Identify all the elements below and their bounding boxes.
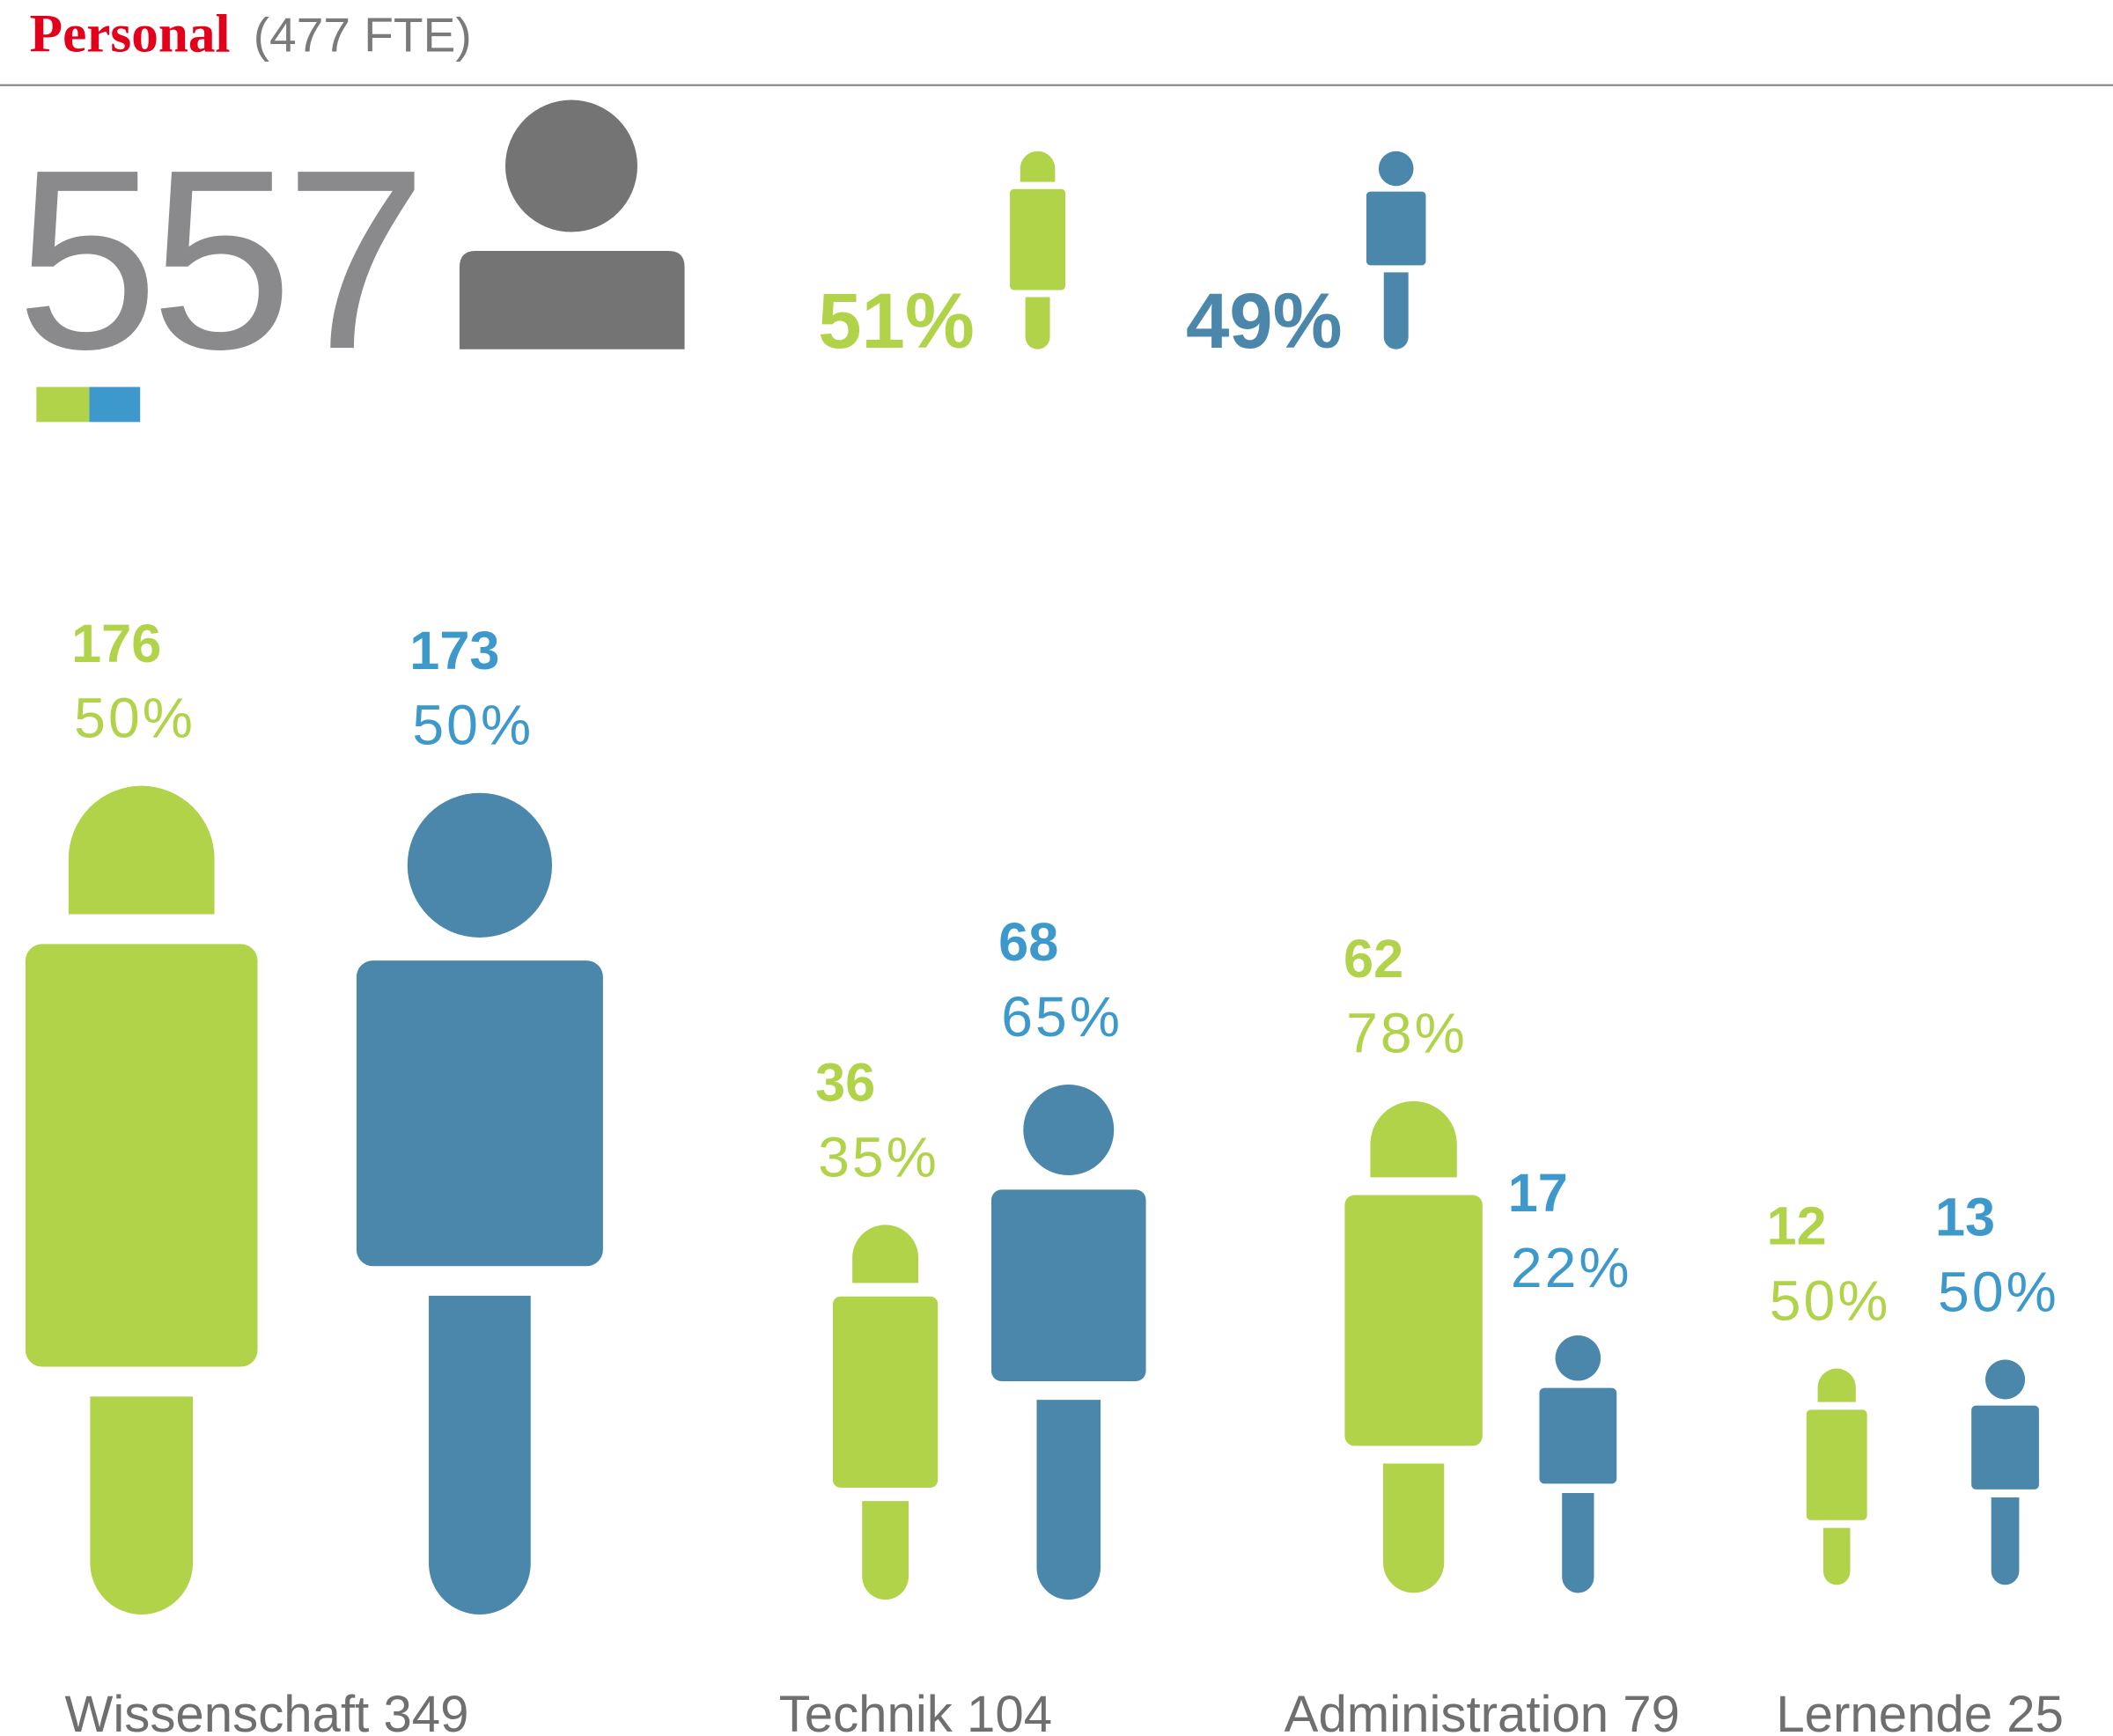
value-label: 12 xyxy=(1767,1196,1827,1256)
value-label: 62 xyxy=(1344,929,1403,989)
figure-head xyxy=(1370,1100,1457,1178)
chart-subtitle: (477 FTE) xyxy=(254,7,472,62)
figure-head xyxy=(1378,151,1414,187)
share-label: 49% xyxy=(1186,277,1343,364)
figure-legs xyxy=(1382,1463,1445,1593)
share-percent-label: 35% xyxy=(818,1125,939,1188)
figure-legs xyxy=(429,1295,531,1615)
chart-title: Personal xyxy=(30,4,231,63)
figure-torso xyxy=(25,944,258,1367)
value-label: 173 xyxy=(409,621,499,680)
figure-legs xyxy=(1383,272,1409,349)
figure-legs xyxy=(1036,1400,1101,1600)
share-percent-label: 50% xyxy=(1770,1269,1891,1332)
category-label: Lernende 25 xyxy=(1776,1686,2064,1736)
figure-torso xyxy=(833,1296,939,1488)
value-label: 36 xyxy=(815,1053,875,1113)
figure-torso xyxy=(1344,1195,1483,1446)
figure-torso xyxy=(1806,1409,1867,1520)
figure-head xyxy=(68,785,215,915)
value-label: 13 xyxy=(1935,1188,1995,1247)
figure-head xyxy=(1023,1085,1115,1175)
figure-torso xyxy=(1366,191,1426,266)
category-label: Wissenschaft 349 xyxy=(64,1686,468,1736)
figure-legs xyxy=(1562,1492,1594,1593)
value-label: 17 xyxy=(1508,1163,1568,1223)
figure-head xyxy=(1555,1335,1601,1381)
figure-torso xyxy=(991,1189,1146,1382)
share-percent-label: 65% xyxy=(1001,985,1123,1048)
figure-legs xyxy=(1822,1527,1851,1585)
share-label: 51% xyxy=(818,277,975,364)
figure-legs xyxy=(1991,1497,2020,1585)
share-percent-label: 22% xyxy=(1511,1236,1632,1299)
share-percent-label: 78% xyxy=(1346,1002,1468,1065)
figure-torso xyxy=(1539,1387,1617,1484)
figure-torso xyxy=(1010,188,1066,291)
person-icon-body xyxy=(459,250,685,349)
figure-legs xyxy=(90,1396,194,1615)
share-percent-label: 50% xyxy=(1938,1260,2059,1323)
title-line: Personal (477 FTE) xyxy=(30,3,472,63)
figure-head xyxy=(1020,151,1056,182)
share-bar xyxy=(89,386,141,423)
figure-torso xyxy=(356,960,603,1267)
person-icon xyxy=(459,99,685,349)
figure-torso xyxy=(1971,1405,2039,1490)
figure-head xyxy=(1817,1368,1856,1402)
share-bar xyxy=(36,386,90,423)
share-percent-label: 50% xyxy=(412,694,534,757)
value-label: 176 xyxy=(71,614,161,673)
figure-head xyxy=(1985,1359,2026,1400)
category-label: Administration 79 xyxy=(1285,1686,1680,1736)
figure-head xyxy=(407,792,553,938)
person-icon-head xyxy=(504,99,637,232)
figure-head xyxy=(852,1225,919,1284)
figure-legs xyxy=(862,1501,909,1600)
share-percent-label: 50% xyxy=(74,687,195,750)
figure-legs xyxy=(1025,297,1050,349)
total-value: 557 xyxy=(16,116,419,402)
category-label: Technik 104 xyxy=(779,1686,1052,1736)
value-label: 68 xyxy=(998,912,1058,972)
